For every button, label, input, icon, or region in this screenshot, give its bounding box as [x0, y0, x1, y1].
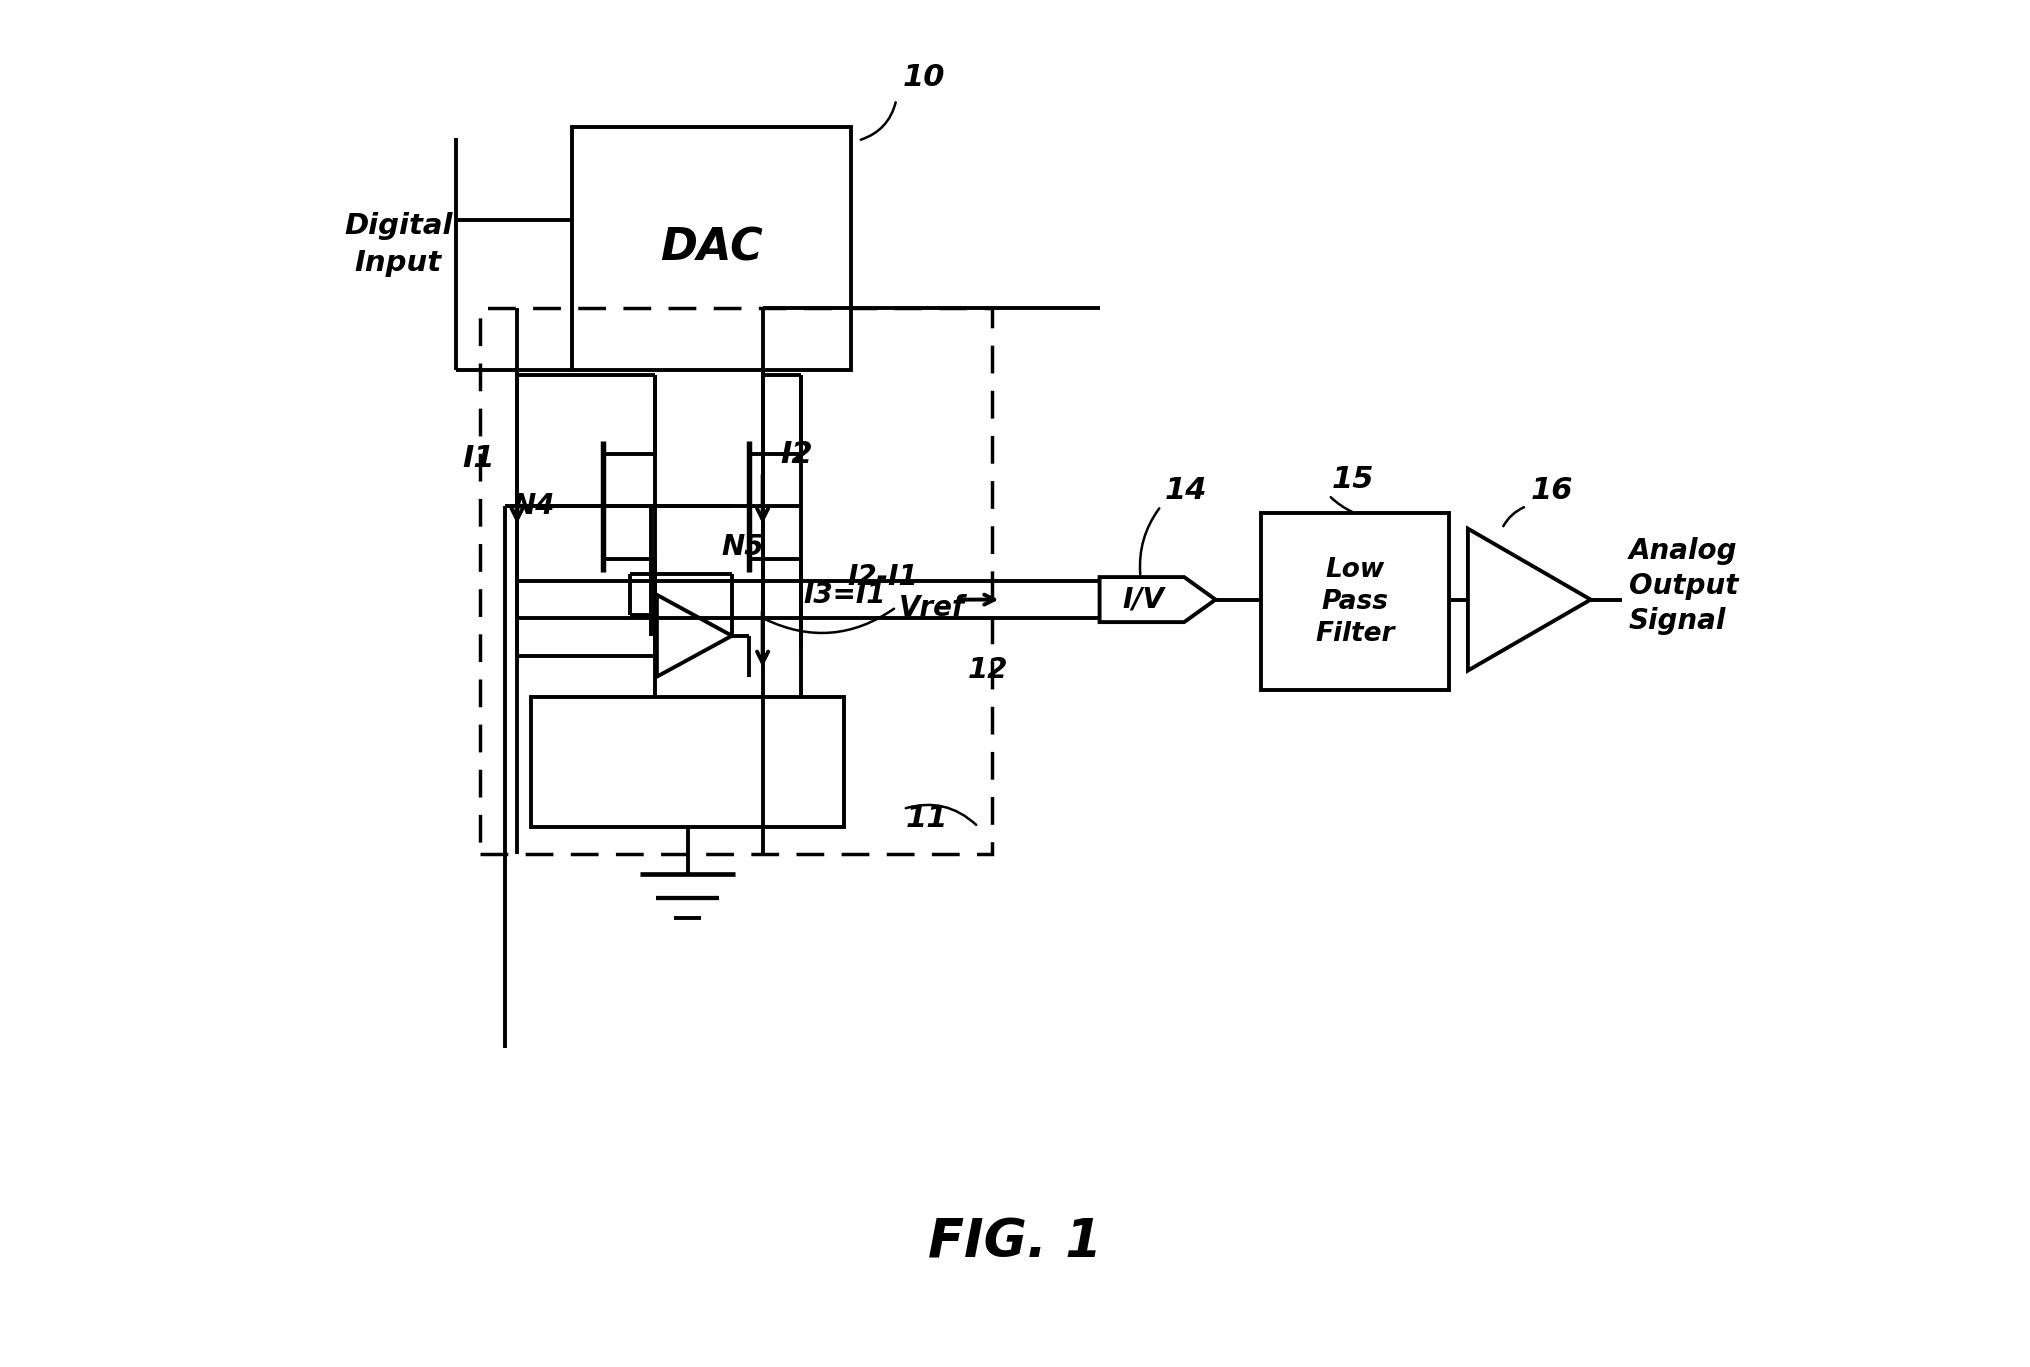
- Text: N5: N5: [723, 533, 763, 560]
- Text: Vref: Vref: [899, 595, 964, 622]
- Bar: [530, 697, 844, 827]
- Text: Low
Pass
Filter: Low Pass Filter: [1315, 556, 1395, 647]
- Text: 16: 16: [1531, 476, 1573, 506]
- Text: I/V: I/V: [1123, 585, 1165, 614]
- Text: I1: I1: [463, 444, 495, 473]
- Bar: [572, 127, 851, 369]
- Polygon shape: [1100, 577, 1216, 622]
- Text: Analog
Output
Signal: Analog Output Signal: [1628, 537, 1738, 634]
- Text: I2-I1: I2-I1: [847, 563, 918, 591]
- Polygon shape: [1468, 529, 1592, 671]
- Text: Digital
Input: Digital Input: [345, 212, 453, 276]
- Bar: [1261, 513, 1449, 690]
- Text: 12: 12: [966, 656, 1007, 684]
- Text: FIG. 1: FIG. 1: [928, 1217, 1102, 1269]
- Bar: [481, 309, 993, 854]
- Text: 11: 11: [905, 804, 948, 833]
- Text: 14: 14: [1165, 476, 1208, 506]
- Text: 10: 10: [903, 63, 946, 92]
- Text: I2: I2: [780, 440, 814, 469]
- Polygon shape: [658, 595, 733, 677]
- Text: 15: 15: [1332, 465, 1374, 495]
- Text: N4: N4: [512, 492, 554, 521]
- Text: I3=I1: I3=I1: [804, 581, 885, 608]
- Text: DAC: DAC: [660, 227, 763, 269]
